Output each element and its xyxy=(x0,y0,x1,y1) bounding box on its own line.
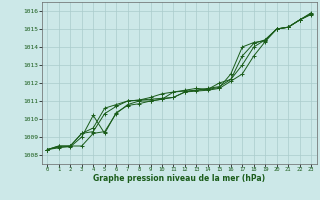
X-axis label: Graphe pression niveau de la mer (hPa): Graphe pression niveau de la mer (hPa) xyxy=(93,174,265,183)
